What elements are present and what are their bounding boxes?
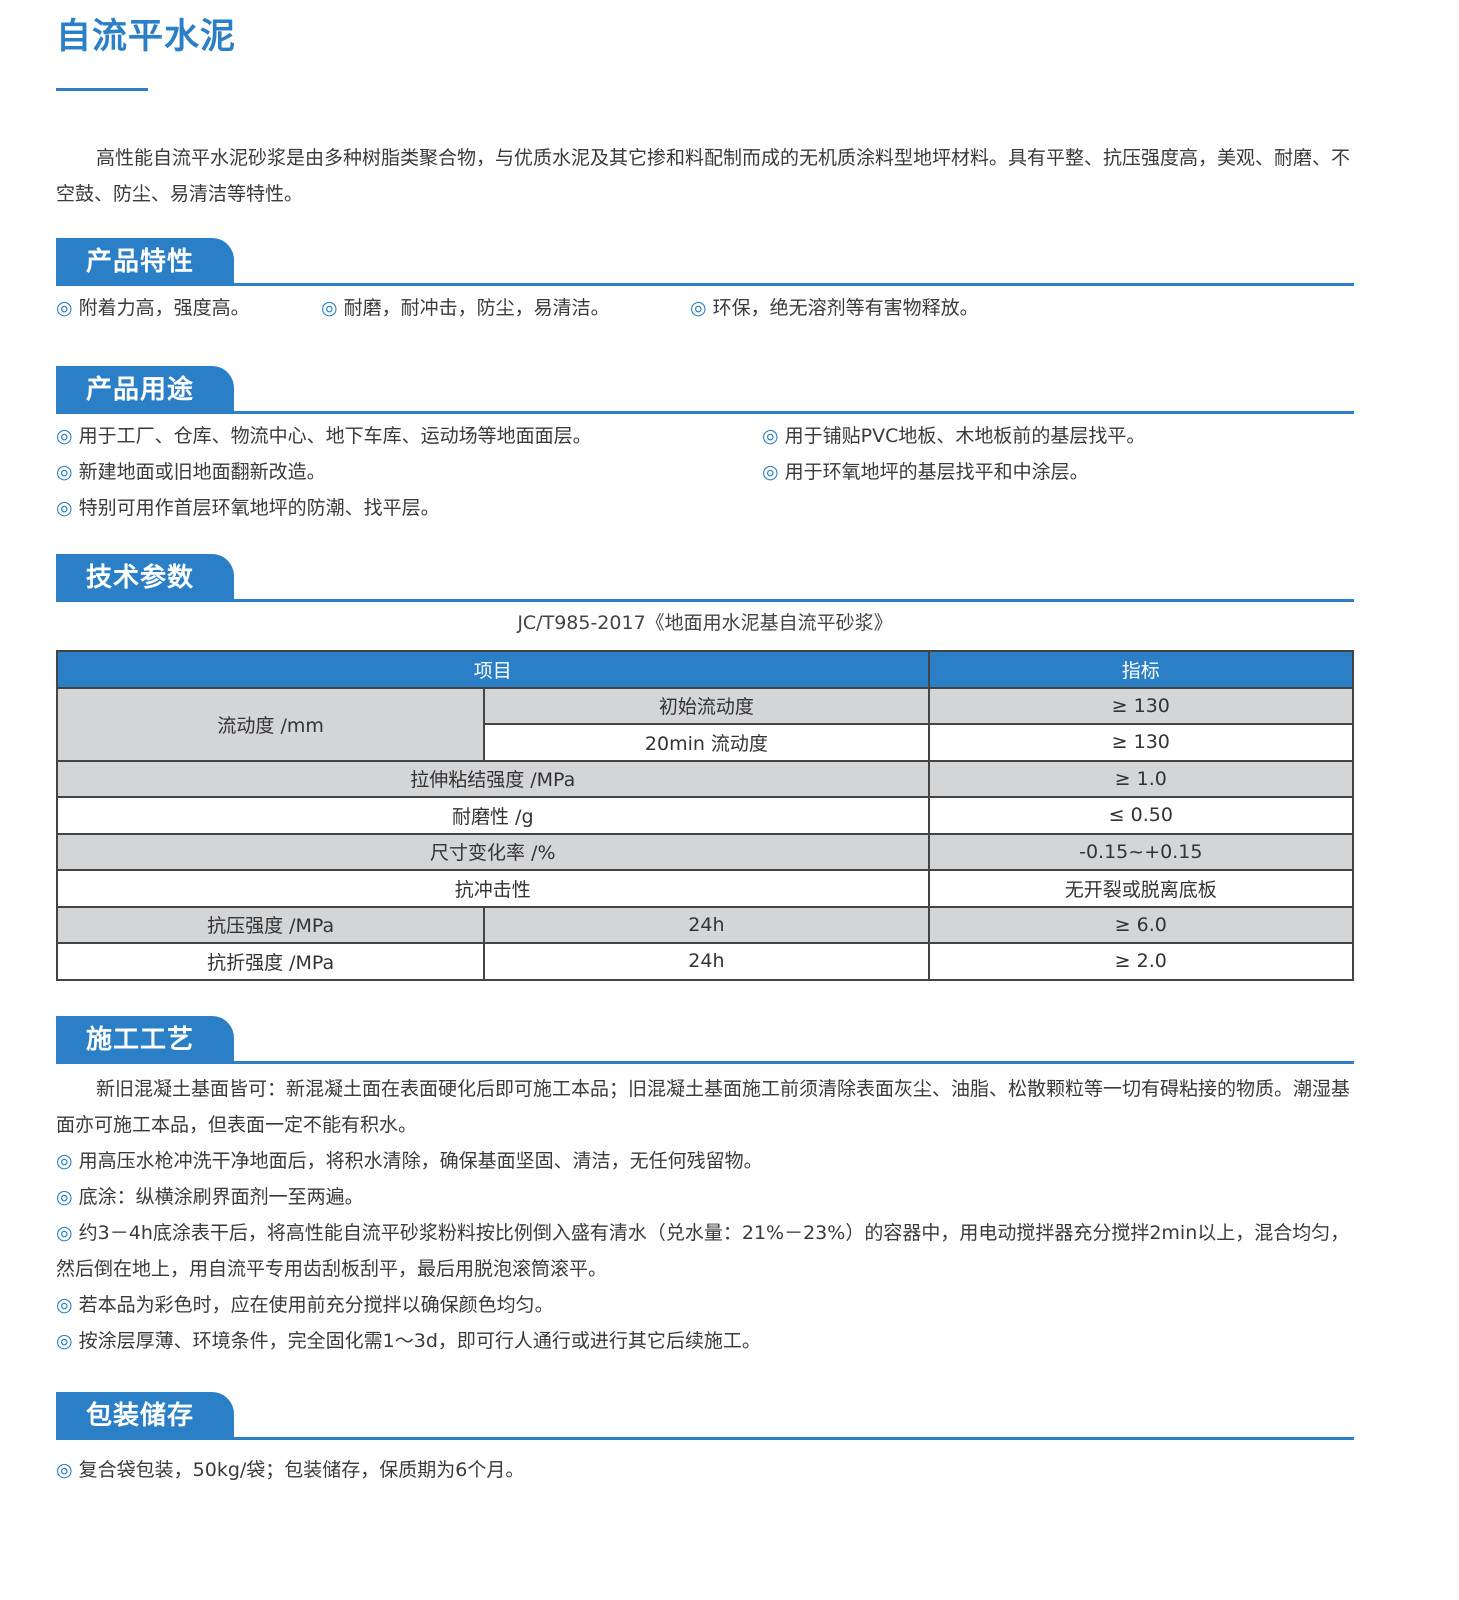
tech-params-table: 项目 指标 流动度 /mm 初始流动度 ≥ 130 20min 流动度 ≥ 130 拉伸… (55, 650, 1355, 981)
cell-value: ≥ 130 (927, 723, 1355, 762)
bullet-icon: ◎ (690, 297, 707, 319)
section-header-tech: 技术参数 (56, 554, 1354, 602)
cell-item: 拉伸粘结强度 /MPa (56, 759, 930, 798)
cell-sub: 24h (483, 905, 930, 944)
divider (56, 283, 1354, 286)
cell-value: ≥ 1.0 (927, 759, 1355, 798)
use-item: ◎ 用于铺贴PVC地板、木地板前的基层找平。 (762, 418, 1145, 454)
feature-text: 耐磨，耐冲击，防尘，易清洁。 (343, 297, 610, 319)
table-row: 抗压强度 /MPa 24h ≥ 6.0 (55, 905, 1355, 944)
bullet-icon: ◎ (762, 461, 779, 483)
use-item: ◎ 新建地面或旧地面翻新改造。 (56, 454, 326, 490)
cell-item: 抗冲击性 (56, 869, 930, 908)
step-text: 底涂：纵横涂刷界面剂一至两遍。 (78, 1186, 364, 1208)
cell-sub: 24h (483, 942, 930, 981)
bullet-icon: ◎ (56, 461, 73, 483)
page-title: 自流平水泥 (56, 17, 237, 57)
intro-paragraph: 高性能自流平水泥砂浆是由多种树脂类聚合物，与优质水泥及其它掺和料配制而成的无机质… (56, 147, 1351, 205)
step-text: 若本品为彩色时，应在使用前充分搅拌以确保颜色均匀。 (78, 1294, 554, 1316)
bullet-icon: ◎ (56, 1459, 73, 1481)
feature-item: ◎ 环保，绝无溶剂等有害物释放。 (690, 290, 979, 326)
use-text: 用于铺贴PVC地板、木地板前的基层找平。 (784, 425, 1146, 447)
bullet-icon: ◎ (56, 1330, 73, 1352)
section-title: 包装储存 (56, 1392, 234, 1438)
bullet-icon: ◎ (56, 1150, 73, 1172)
table-row: 抗折强度 /MPa 24h ≥ 2.0 (55, 942, 1355, 981)
divider (56, 1437, 1354, 1440)
cell-item: 抗压强度 /MPa (55, 905, 486, 944)
cell-item: 流动度 /mm (55, 686, 486, 762)
construction-intro: 新旧混凝土基面皆可：新混凝土面在表面硬化后即可施工本品；旧混凝土基面施工前须清除… (56, 1078, 1351, 1136)
divider (56, 411, 1354, 414)
header-cell: 项目 (56, 650, 930, 689)
bullet-icon: ◎ (762, 425, 779, 447)
cell-value: ≤ 0.50 (927, 796, 1355, 835)
cell-item: 尺寸变化率 /% (56, 832, 930, 871)
title-underline (56, 88, 148, 91)
step-item: ◎ 若本品为彩色时，应在使用前充分搅拌以确保颜色均匀。 (56, 1287, 1356, 1323)
packaging-item: ◎ 复合袋包装，50kg/袋；包装储存，保质期为6个月。 (56, 1452, 524, 1488)
section-header-construction: 施工工艺 (56, 1016, 1354, 1064)
cell-value: ≥ 2.0 (927, 942, 1355, 981)
table-row: 流动度 /mm 初始流动度 ≥ 130 (55, 686, 1355, 762)
step-item: ◎ 按涂层厚薄、环境条件，完全固化需1～3d，即可行人通行或进行其它后续施工。 (56, 1323, 1356, 1359)
feature-text: 附着力高，强度高。 (78, 297, 250, 319)
standard-caption: JC/T985-2017《地面用水泥基自流平砂浆》 (517, 612, 893, 634)
section-title: 产品特性 (56, 238, 234, 284)
use-text: 用于工厂、仓库、物流中心、地下车库、运动场等地面面层。 (78, 425, 592, 447)
bullet-icon: ◎ (56, 297, 73, 319)
section-header-uses: 产品用途 (56, 366, 1354, 414)
step-item: ◎ 用高压水枪冲洗干净地面后，将积水清除，确保基面坚固、清洁，无任何残留物。 (56, 1143, 1356, 1179)
cell-item: 抗折强度 /MPa (55, 942, 486, 981)
bullet-icon: ◎ (56, 497, 73, 519)
section-header-features: 产品特性 (56, 238, 1354, 286)
bullet-icon: ◎ (56, 425, 73, 447)
cell-item: 耐磨性 /g (56, 796, 930, 835)
step-item: ◎ 约3－4h底涂表干后，将高性能自流平砂浆粉料按比例倒入盛有清水（兑水量：21… (56, 1215, 1356, 1287)
header-cell: 指标 (927, 650, 1355, 689)
table-row: 抗冲击性 无开裂或脱离底板 (56, 869, 1355, 908)
bullet-icon: ◎ (321, 297, 338, 319)
bullet-icon: ◎ (56, 1186, 73, 1208)
cell-value: ≥ 130 (927, 686, 1355, 725)
section-header-packaging: 包装储存 (56, 1392, 1354, 1440)
table-header-row: 项目 指标 (56, 650, 1355, 689)
table-row: 尺寸变化率 /% -0.15~+0.15 (56, 832, 1355, 871)
section-title: 技术参数 (56, 554, 234, 600)
table-row: 20min 流动度 ≥ 130 (57, 723, 1355, 762)
cell-sub: 20min 流动度 (483, 723, 930, 762)
step-item: ◎ 底涂：纵横涂刷界面剂一至两遍。 (56, 1179, 1356, 1215)
cell-sub: 初始流动度 (483, 686, 930, 725)
use-item: ◎ 用于环氧地坪的基层找平和中涂层。 (762, 454, 1089, 490)
bullet-icon: ◎ (56, 1222, 73, 1244)
feature-item: ◎ 耐磨，耐冲击，防尘，易清洁。 (321, 290, 610, 326)
cell-value: -0.15~+0.15 (927, 832, 1355, 871)
step-text: 约3－4h底涂表干后，将高性能自流平砂浆粉料按比例倒入盛有清水（兑水量：21%－… (56, 1222, 1350, 1280)
bullet-icon: ◎ (56, 1294, 73, 1316)
table-row: 拉伸粘结强度 /MPa ≥ 1.0 (56, 759, 1355, 798)
packaging-text: 复合袋包装，50kg/袋；包装储存，保质期为6个月。 (78, 1459, 525, 1481)
cell-value: 无开裂或脱离底板 (927, 869, 1355, 908)
use-item: ◎ 特别可用作首层环氧地坪的防潮、找平层。 (56, 490, 440, 526)
divider (56, 1061, 1354, 1064)
use-text: 新建地面或旧地面翻新改造。 (78, 461, 326, 483)
step-text: 用高压水枪冲洗干净地面后，将积水清除，确保基面坚固、清洁，无任何残留物。 (78, 1150, 763, 1172)
cell-value: ≥ 6.0 (927, 905, 1355, 944)
use-text: 特别可用作首层环氧地坪的防潮、找平层。 (78, 497, 440, 519)
divider (56, 599, 1354, 602)
construction-steps: ◎ 用高压水枪冲洗干净地面后，将积水清除，确保基面坚固、清洁，无任何残留物。 ◎… (56, 1143, 1356, 1359)
step-text: 按涂层厚薄、环境条件，完全固化需1～3d，即可行人通行或进行其它后续施工。 (78, 1330, 761, 1352)
feature-item: ◎ 附着力高，强度高。 (56, 290, 250, 326)
use-text: 用于环氧地坪的基层找平和中涂层。 (784, 461, 1089, 483)
table-row: 耐磨性 /g ≤ 0.50 (56, 796, 1355, 835)
feature-text: 环保，绝无溶剂等有害物释放。 (712, 297, 979, 319)
section-title: 产品用途 (56, 366, 234, 412)
use-item: ◎ 用于工厂、仓库、物流中心、地下车库、运动场等地面面层。 (56, 418, 592, 454)
section-title: 施工工艺 (56, 1016, 234, 1062)
